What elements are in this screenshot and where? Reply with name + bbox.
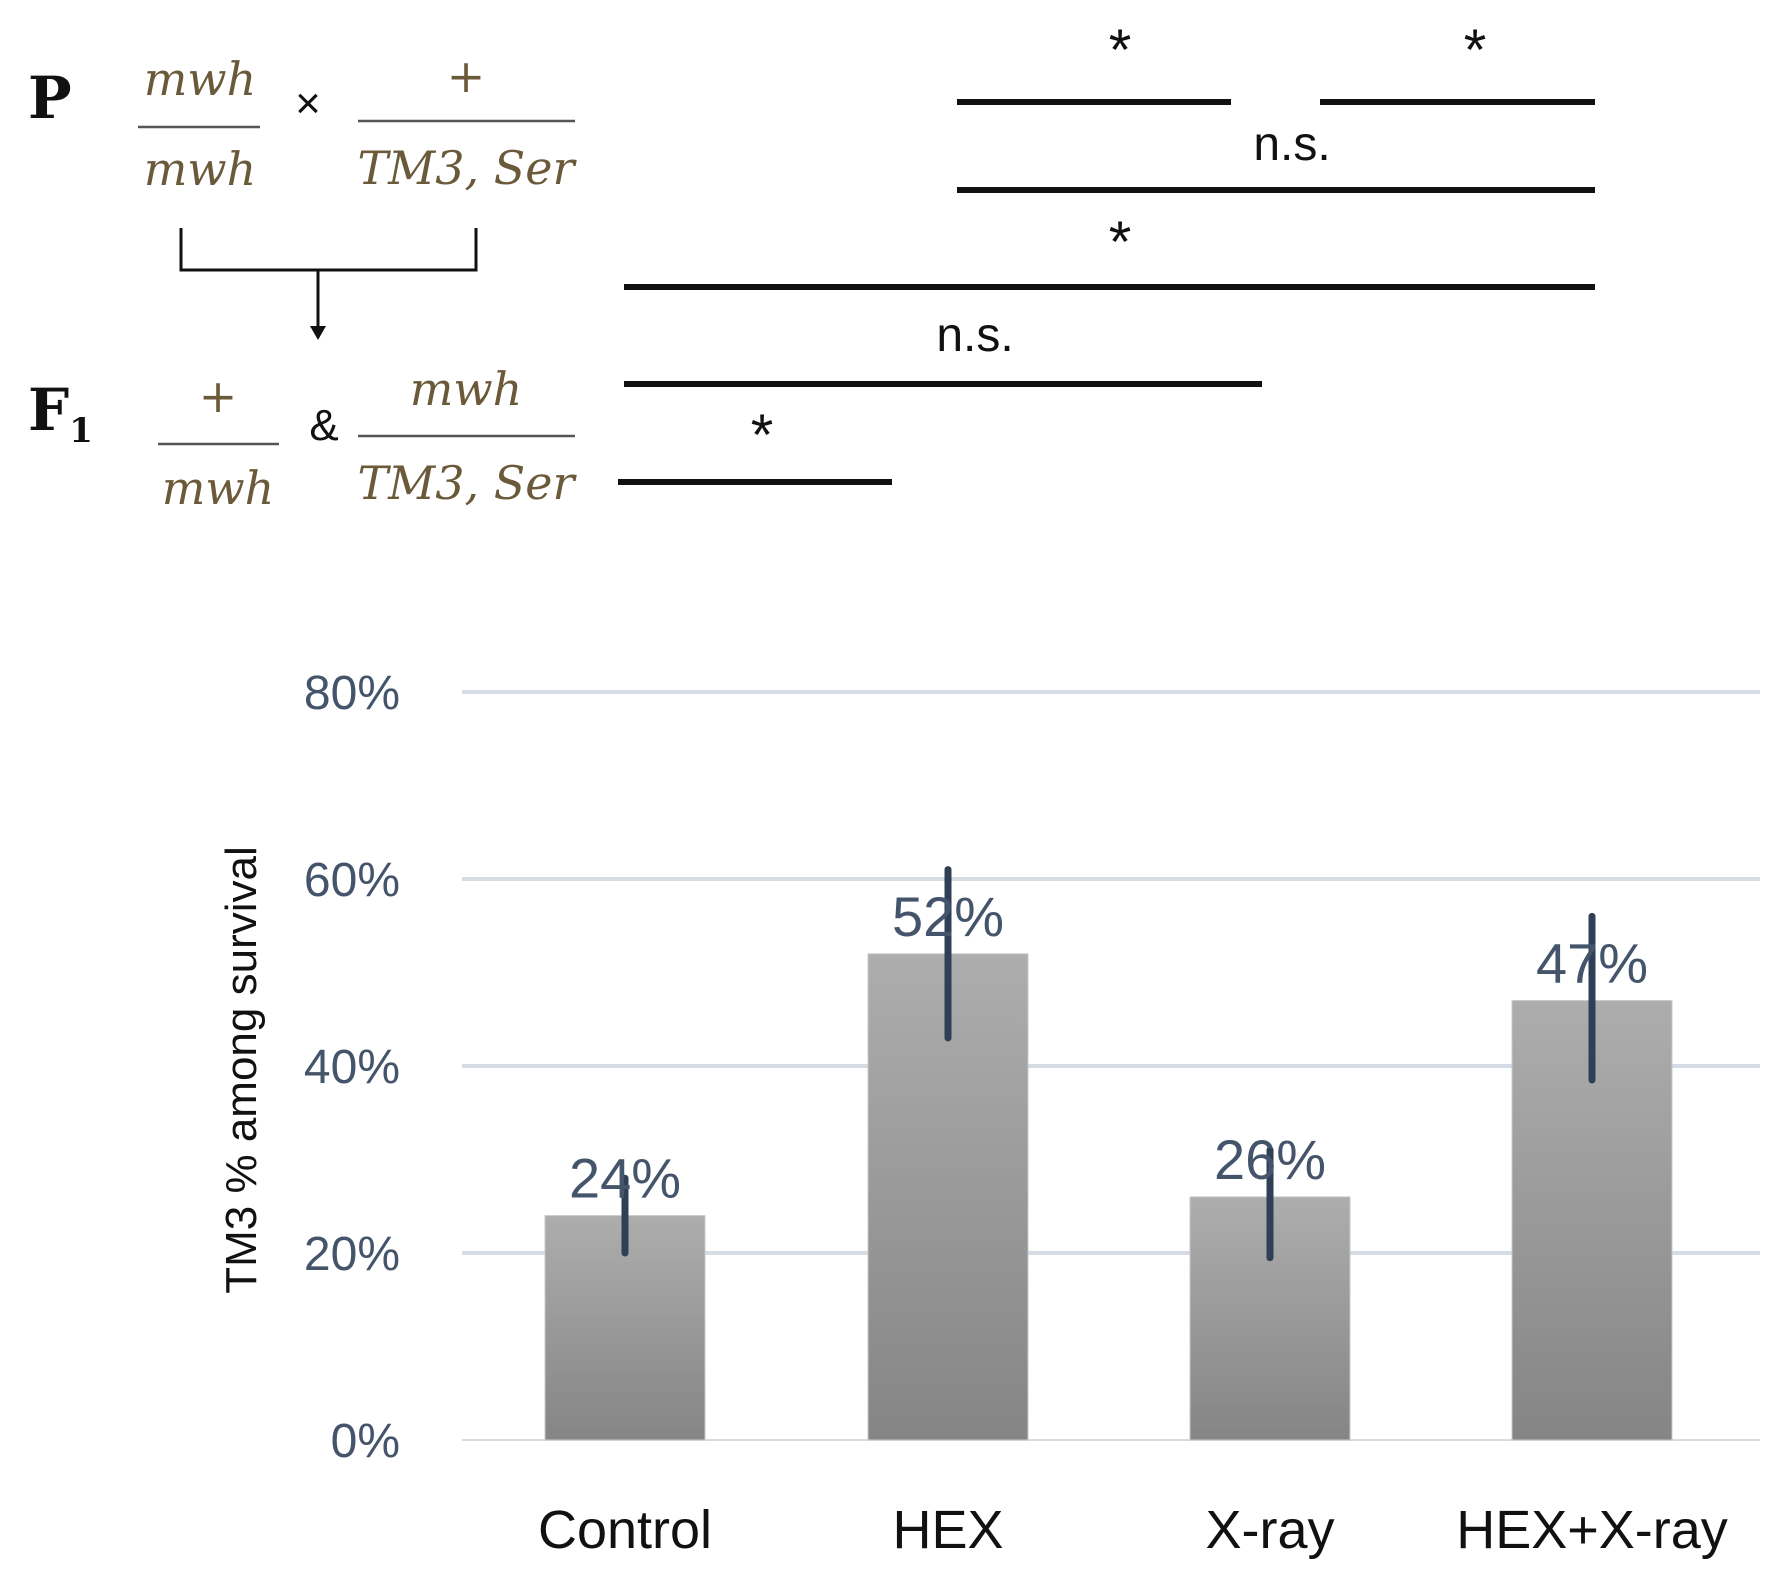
y-tick-label: 40% xyxy=(304,1041,400,1094)
f1-left-numerator: + xyxy=(199,369,238,423)
parental-label: P xyxy=(28,64,72,132)
x-category-label: Control xyxy=(538,1500,712,1560)
y-tick-label: 0% xyxy=(331,1415,400,1468)
cross-symbol: × xyxy=(295,79,321,128)
y-tick-label: 20% xyxy=(304,1228,400,1281)
data-label: 24% xyxy=(569,1147,681,1210)
data-label: 47% xyxy=(1536,932,1648,995)
p-left-denominator: mwh xyxy=(144,142,257,196)
y-axis-label: TM3 % among survival xyxy=(217,846,266,1293)
data-label: 26% xyxy=(1214,1128,1326,1191)
p-left-numerator: mwh xyxy=(144,52,257,106)
bar-chart: 0% 20% 40% 60% 80% 24% 52% 26% 47% Control HEX X-… xyxy=(217,667,1760,1560)
f1-left-denominator: mwh xyxy=(162,461,275,515)
y-axis-ticks: 0% 20% 40% 60% 80% xyxy=(304,667,400,1468)
sig-label-hex-xray: * xyxy=(1109,18,1132,83)
significance-brackets: * * n.s. * n.s. * xyxy=(618,18,1595,485)
sig-label-hex-hexxray: n.s. xyxy=(1253,118,1330,171)
ampersand: & xyxy=(309,401,338,450)
p-right-numerator: + xyxy=(447,49,486,103)
data-labels: 24% 52% 26% 47% xyxy=(569,885,1648,1210)
x-category-label: HEX xyxy=(892,1500,1003,1560)
x-axis-categories: Control HEX X-ray HEX+X-ray xyxy=(538,1500,1728,1560)
sig-label-control-hexxray: * xyxy=(1109,210,1132,275)
p-right-denominator: TM3, Ser xyxy=(357,141,577,195)
f1-subscript: 1 xyxy=(69,411,93,451)
error-bars xyxy=(621,866,1596,1262)
cross-diagram: P mwh mwh × + TM3, Ser F1 + mwh & mwh TM… xyxy=(28,49,578,515)
f1-right-denominator: TM3, Ser xyxy=(357,456,577,510)
bars xyxy=(544,953,1673,1441)
f1-right-numerator: mwh xyxy=(410,362,523,416)
sig-label-xray-hexxray: * xyxy=(1464,18,1487,83)
data-label: 52% xyxy=(892,885,1004,948)
f1-letter: F xyxy=(28,376,69,444)
sig-label-control-xray: n.s. xyxy=(936,309,1013,362)
f1-label: F1 xyxy=(28,376,93,451)
cross-bracket xyxy=(179,228,478,272)
x-category-label: HEX+X-ray xyxy=(1456,1500,1728,1560)
y-tick-label: 80% xyxy=(304,667,400,720)
cross-arrow-head xyxy=(310,326,326,340)
x-category-label: X-ray xyxy=(1205,1500,1334,1560)
y-tick-label: 60% xyxy=(304,854,400,907)
sig-label-control-hex: * xyxy=(751,403,774,468)
